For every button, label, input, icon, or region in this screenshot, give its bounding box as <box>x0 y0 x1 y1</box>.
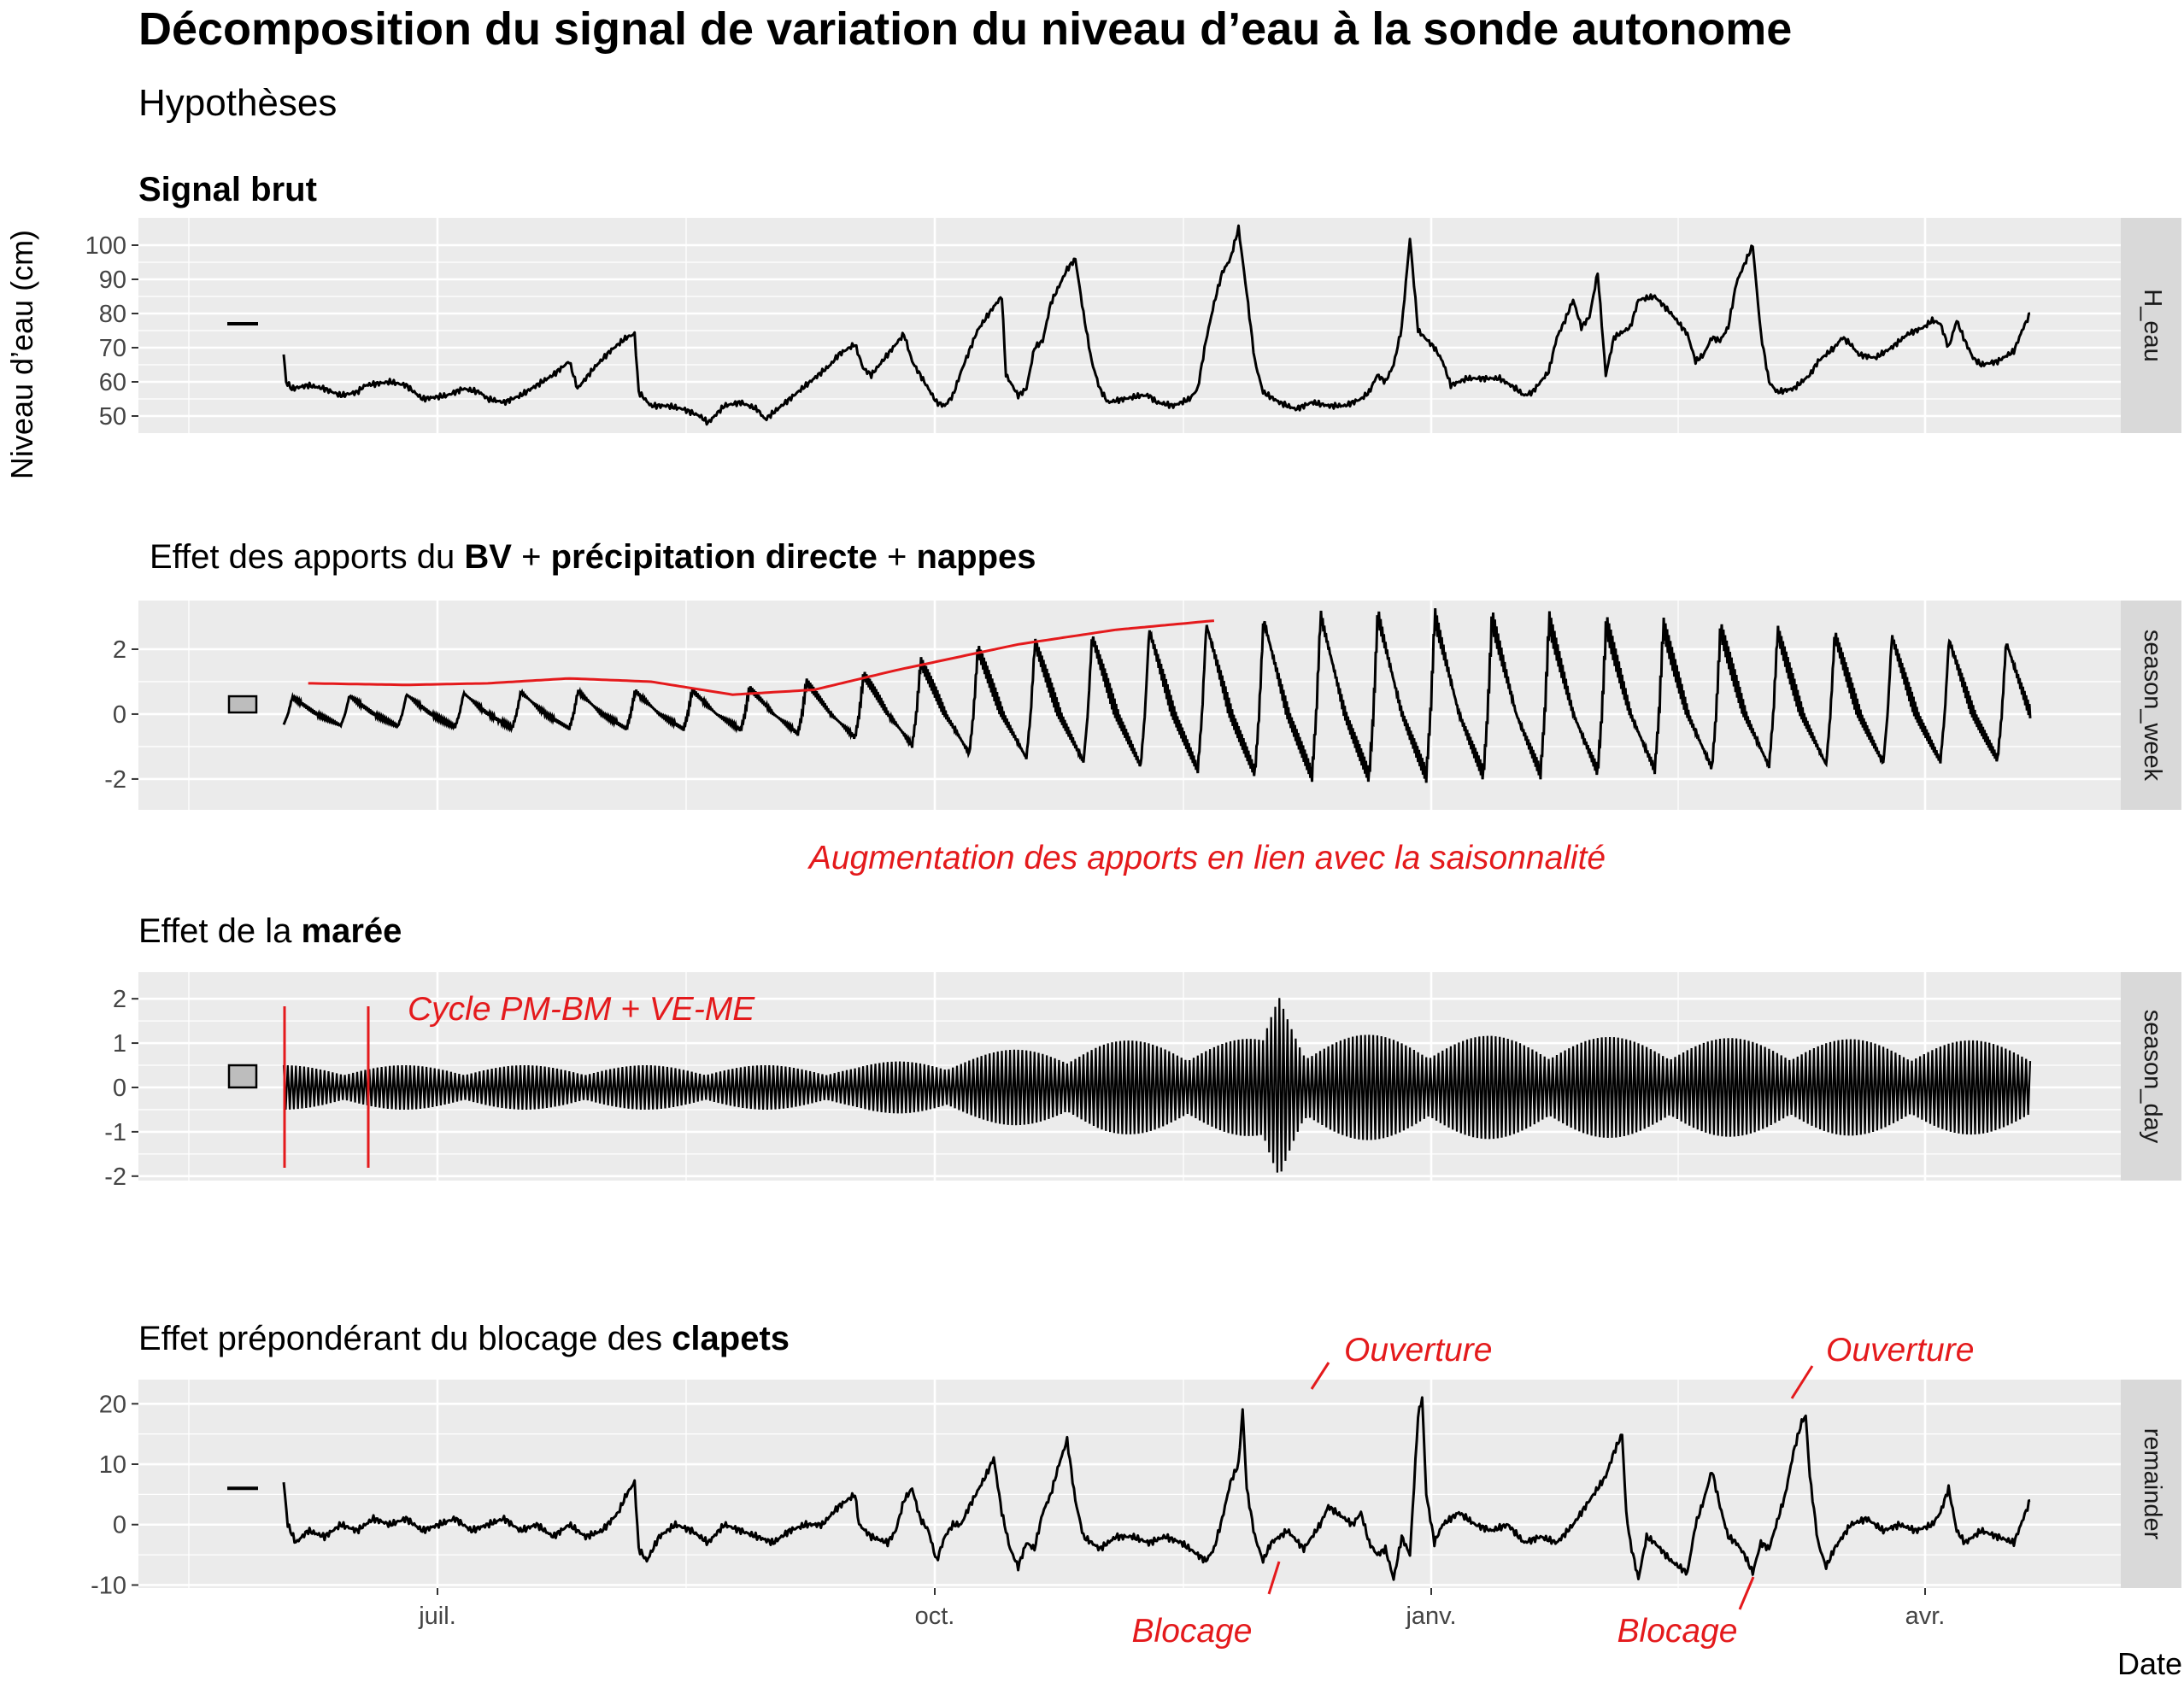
chart-subtitle: Hypothèses <box>138 82 337 124</box>
strip-label: season_week <box>2139 630 2166 782</box>
strip-label: season_day <box>2139 1010 2166 1144</box>
annotation-opening-1-pointer <box>1310 1362 1330 1390</box>
y-tick-label: 1 <box>113 1030 126 1058</box>
y-tick-label: 0 <box>113 1075 126 1102</box>
annotation-tide-cycle: Cycle PM-BM + VE-ME <box>408 991 755 1028</box>
chart-title: Décomposition du signal de variation du … <box>138 3 1792 55</box>
annotation-blocking-1: Blocage <box>1132 1613 1253 1650</box>
panel-title: Signal brut <box>138 171 317 208</box>
x-tick-label: oct. <box>915 1603 955 1630</box>
panel-title-part: Effet prépondérant du blocage des <box>138 1320 672 1357</box>
panel-title-part: Effet de la <box>138 912 302 950</box>
y-tick-label: 90 <box>99 267 126 294</box>
panel-title-part: Signal brut <box>138 171 317 208</box>
y-tick-label: 10 <box>99 1451 126 1479</box>
series-line <box>282 607 2032 783</box>
panel-title-part: Effet des apports du <box>150 538 464 576</box>
annotation-opening-2-pointer <box>1790 1365 1814 1399</box>
strip-background <box>2121 972 2181 1181</box>
y-axis-label: Niveau d’eau (cm) <box>4 230 39 479</box>
panel-season_week: Effet des apports du BV + précipitation … <box>104 538 2181 810</box>
panel-title-part: BV <box>464 538 512 576</box>
series-line <box>282 1396 2031 1581</box>
y-tick-label: -2 <box>104 1163 126 1191</box>
range-bar <box>227 1064 258 1089</box>
y-tick-label: 80 <box>99 301 126 328</box>
panel-title-part: + <box>512 538 551 576</box>
panel-title-part: marée <box>302 912 402 950</box>
series-line <box>282 998 2032 1173</box>
panel-title: Effet des apports du BV + précipitation … <box>150 538 1036 576</box>
strip-background <box>2121 1380 2181 1588</box>
y-tick-label: 2 <box>113 986 126 1013</box>
annotation-seasonality: Augmentation des apports en lien avec la… <box>807 840 1606 876</box>
y-tick-label: -1 <box>104 1119 126 1146</box>
x-tick-label: janv. <box>1405 1603 1456 1630</box>
panel-H_eau: Signal brut H_eau 50 60 70 80 90 100 <box>85 171 2181 433</box>
panel-season_day: Effet de la marée season_day -2 -1 0 1 2 <box>104 912 2181 1191</box>
panel-title-part: clapets <box>672 1320 790 1357</box>
annotation-blocking-2: Blocage <box>1617 1613 1738 1650</box>
strip-label: H_eau <box>2139 289 2166 361</box>
series-line <box>282 224 2031 426</box>
y-tick-label: 60 <box>99 369 126 396</box>
x-axis: juil. oct. janv. avr. <box>418 1588 1945 1630</box>
y-tick-label: 2 <box>113 636 126 664</box>
strip-background <box>2121 218 2181 433</box>
range-bar <box>227 695 258 714</box>
annotation-opening-1: Ouverture <box>1344 1332 1492 1369</box>
x-axis-label: Date <box>2117 1646 2182 1681</box>
strip-label: remainder <box>2139 1428 2166 1540</box>
annotations-group: Augmentation des apports en lien avec la… <box>283 840 1974 1650</box>
strip-background <box>2121 601 2181 810</box>
panel-remainder: Effet prépondérant du blocage des clapet… <box>91 1320 2181 1599</box>
panel-background <box>138 218 2121 433</box>
panel-background <box>138 601 2121 810</box>
x-tick-label: juil. <box>418 1603 456 1630</box>
y-tick-label: 50 <box>99 403 126 431</box>
panel-background <box>138 1380 2121 1588</box>
annotation-blocking-2-pointer <box>1738 1576 1755 1610</box>
annotation-blocking-1-pointer <box>1267 1561 1281 1595</box>
y-tick-label: 0 <box>113 1512 126 1539</box>
y-tick-label: 100 <box>85 232 126 260</box>
x-tick-label: avr. <box>1905 1603 1946 1630</box>
y-tick-label: -10 <box>91 1572 126 1599</box>
y-tick-label: -2 <box>104 766 126 794</box>
seasonal-trend-line <box>308 619 1215 696</box>
y-tick-label: 20 <box>99 1391 126 1418</box>
y-tick-label: 0 <box>113 701 126 729</box>
panel-title: Effet de la marée <box>138 912 402 950</box>
panel-title-part: précipitation directe <box>551 538 878 576</box>
panel-title-part: nappes <box>916 538 1036 576</box>
annotation-opening-2: Ouverture <box>1826 1332 1974 1369</box>
panel-title-part: + <box>878 538 917 576</box>
panel-title: Effet prépondérant du blocage des clapet… <box>138 1320 790 1357</box>
y-tick-label: 70 <box>99 335 126 362</box>
